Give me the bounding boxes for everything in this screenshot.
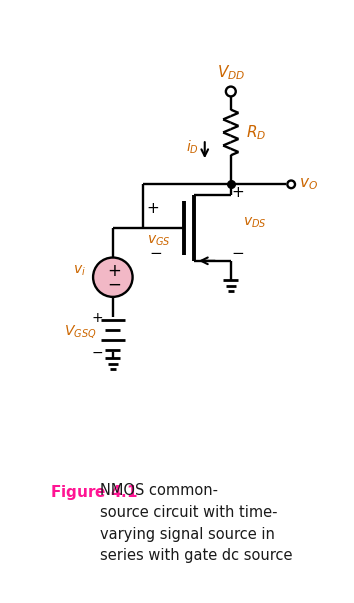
Text: $v_O$: $v_O$ [299,177,318,192]
Text: +: + [107,262,121,280]
Text: NMOS common-
source circuit with time-
varying signal source in
series with gate: NMOS common- source circuit with time- v… [101,484,293,563]
Text: $i_D$: $i_D$ [186,139,199,156]
Text: $v_{DS}$: $v_{DS}$ [243,215,267,230]
Text: $R_D$: $R_D$ [246,123,266,142]
Text: +: + [91,311,103,325]
Text: $-$: $-$ [91,345,103,359]
Text: $-$: $-$ [231,244,244,259]
Text: $V_{GSQ}$: $V_{GSQ}$ [64,323,97,339]
Text: $v_{GS}$: $v_{GS}$ [147,233,171,247]
Text: +: + [231,185,244,200]
Text: +: + [146,201,159,216]
Text: $-$: $-$ [107,275,121,293]
Text: $V_{DD}$: $V_{DD}$ [217,63,245,82]
Text: $\mathbf{Figure\ 4.1}$: $\mathbf{Figure\ 4.1}$ [50,484,138,502]
Circle shape [93,257,133,297]
Text: $v_i$: $v_i$ [73,264,86,279]
Text: $-$: $-$ [149,244,162,259]
